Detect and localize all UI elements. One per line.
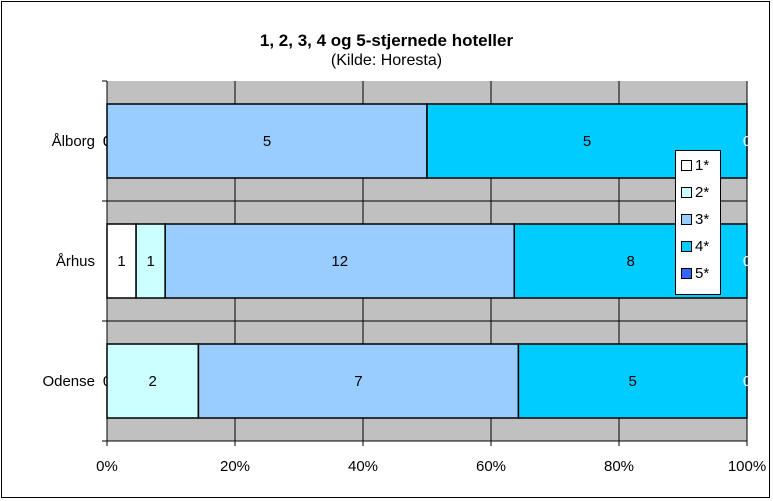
x-tick-label-4: 80% — [604, 458, 634, 475]
category-label-2: Odense — [42, 373, 95, 390]
x-tick-label-5: 100% — [728, 458, 766, 475]
legend-swatch-3 — [681, 240, 692, 252]
data-label-1-2: 12 — [331, 253, 348, 270]
x-tick-label-0: 0% — [96, 458, 118, 475]
legend-label-4: 5* — [695, 264, 710, 282]
data-label-2-4: 0 — [743, 373, 751, 390]
x-tick-label-3: 60% — [476, 458, 506, 475]
legend-swatch-0 — [681, 159, 692, 171]
chart-title: 1, 2, 3, 4 og 5-stjernede hoteller — [259, 31, 514, 50]
bar-segment-0-2 — [106, 103, 428, 179]
category-label-1: Århus — [56, 253, 95, 270]
legend-label-2: 3* — [695, 210, 710, 228]
legend-swatch-2 — [681, 213, 692, 225]
legend-item-3: 4* — [681, 237, 710, 255]
bar-segment-2-3 — [517, 343, 748, 419]
legend-label-0: 1* — [695, 156, 710, 174]
data-label-0-2: 5 — [263, 133, 271, 150]
data-label-1-3: 8 — [626, 253, 634, 270]
data-label-0-3: 5 — [583, 133, 591, 150]
data-label-1-4: 0 — [743, 253, 751, 270]
data-label-2-3: 5 — [629, 373, 637, 390]
legend-item-4: 5* — [681, 264, 710, 282]
bar-segment-1-2 — [164, 223, 516, 299]
x-tick-label-1: 20% — [220, 458, 250, 475]
data-label-1-1: 1 — [146, 253, 154, 270]
legend-item-2: 3* — [681, 210, 710, 228]
category-label-0: Ålborg — [52, 133, 95, 150]
data-label-2-1: 2 — [149, 373, 157, 390]
data-label-2-2: 7 — [354, 373, 362, 390]
x-tick-label-2: 40% — [348, 458, 378, 475]
chart-subtitle: (Kilde: Horesta) — [330, 52, 443, 69]
chart-legend: 1* 2* 3* 4* 5* — [675, 150, 721, 295]
legend-item-0: 1* — [681, 156, 710, 174]
data-label-0-4: 0 — [743, 133, 751, 150]
bar-segment-1-0 — [106, 223, 137, 299]
legend-swatch-4 — [681, 267, 692, 279]
legend-swatch-1 — [681, 186, 692, 198]
bar-segment-2-2 — [197, 343, 520, 419]
legend-item-1: 2* — [681, 183, 710, 201]
data-label-1-0: 1 — [117, 253, 125, 270]
legend-label-1: 2* — [695, 183, 710, 201]
legend-label-3: 4* — [695, 237, 710, 255]
